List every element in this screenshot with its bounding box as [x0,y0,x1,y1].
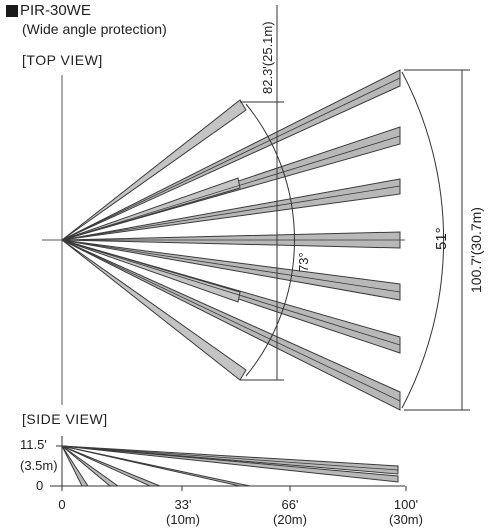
outer-angle-label: 51° [433,227,450,250]
square-marker-icon [6,4,18,17]
x-tick-33-ft: 33' [174,497,192,512]
top-view-label: [TOP VIEW] [22,52,103,68]
beam-short-4 [61,239,247,381]
beam-long-3 [61,178,401,241]
short-beams [61,99,247,381]
side-y-zero-label: 0 [36,478,44,493]
x-tick-66-ft: 66' [281,497,299,512]
beam-short-3 [61,239,241,303]
side-beam-4 [61,445,161,487]
x-tick-0: 0 [52,497,72,512]
x-tick-66: 66' (20m) [266,497,314,527]
length-dimension-label: 100.7'(30.7m) [468,207,484,293]
x-tick-33-m: (10m) [166,512,200,527]
side-beam-6 [61,445,89,487]
model-name: PIR-30WE [20,2,91,19]
outer-angle-arc [401,71,445,409]
side-beam-2 [61,445,399,483]
x-tick-0-ft: 0 [58,497,66,512]
inner-sub-lines [61,77,401,402]
side-height-ft-label: 11.5' [20,437,47,452]
x-tick-100-ft: 100' [393,497,419,512]
beam-short-1 [61,99,247,241]
side-beam-5 [61,445,120,487]
x-tick-100: 100' (30m) [380,497,432,527]
inner-angle-arc [245,103,295,377]
inner-angle-label: 73° [296,252,311,272]
side-beams [61,445,399,487]
x-tick-100-m: (30m) [389,512,423,527]
side-height-m-label: (3.5m) [20,458,58,473]
width-dimension-label: 82.3'(25.1m) [260,21,275,94]
model-title: PIR-30WE [6,2,91,19]
side-beam-3 [61,445,251,487]
side-view-label: [SIDE VIEW] [22,411,108,427]
model-subtitle: (Wide angle protection) [22,21,167,37]
x-tick-66-m: (20m) [273,512,307,527]
x-tick-33: 33' (10m) [160,497,206,527]
beam-short-2 [61,177,241,241]
